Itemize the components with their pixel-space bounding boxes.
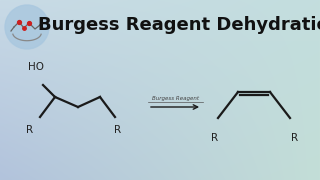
Text: Burgess Reagent Dehydration: Burgess Reagent Dehydration [38, 16, 320, 34]
Text: R: R [212, 133, 219, 143]
Text: HO: HO [28, 62, 44, 72]
Text: R: R [115, 125, 122, 135]
Text: R: R [27, 125, 34, 135]
Text: Burgess Reagent: Burgess Reagent [151, 96, 198, 101]
FancyArrowPatch shape [151, 105, 198, 109]
Text: R: R [292, 133, 299, 143]
Circle shape [5, 5, 49, 49]
